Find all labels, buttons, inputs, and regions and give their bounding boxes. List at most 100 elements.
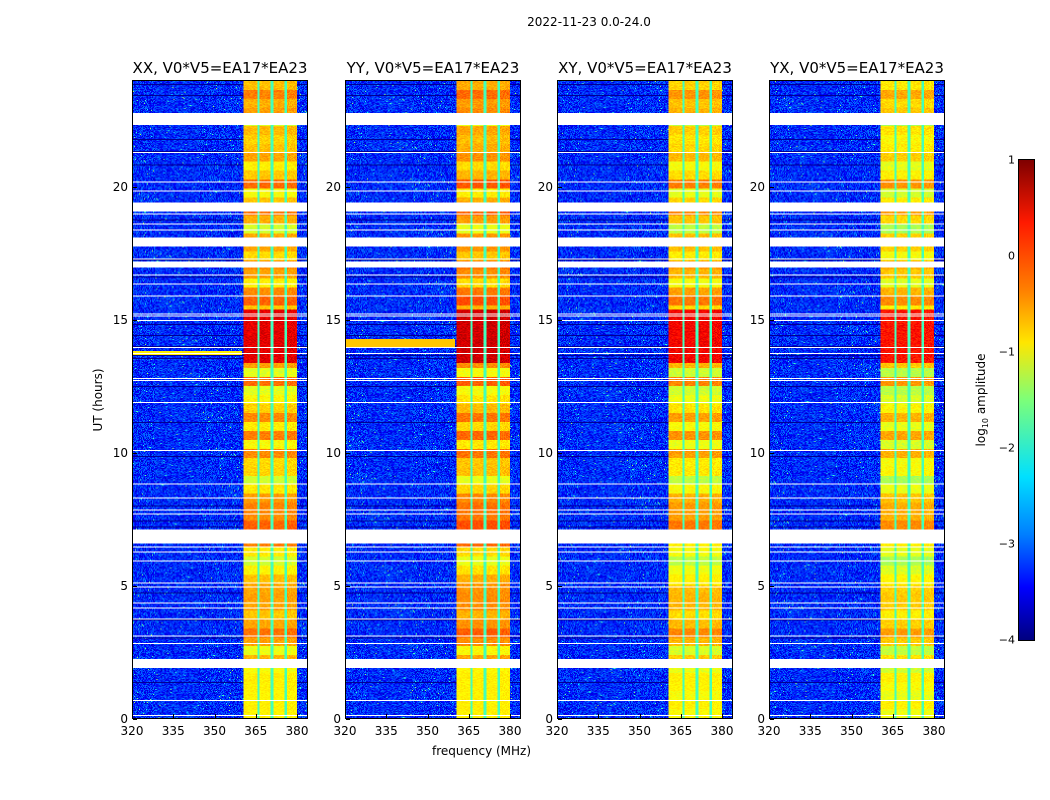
colorbar-tick-label: −2: [998, 441, 1015, 455]
y-axis-label: UT (hours): [91, 368, 105, 432]
y-tick-label: 15: [537, 312, 553, 327]
y-tick-label: 10: [325, 445, 341, 460]
x-tick-mark: [386, 714, 388, 718]
y-tick-mark: [770, 319, 774, 321]
x-tick-mark: [214, 714, 216, 718]
y-tick-label: 20: [537, 179, 553, 194]
x-tick-label: 320: [545, 724, 569, 738]
y-tick-label: 0: [120, 712, 128, 726]
colorbar-tick-label: −1: [998, 345, 1015, 359]
y-tick-label: 15: [112, 312, 128, 327]
y-tick-mark: [558, 719, 562, 720]
x-tick-mark: [639, 714, 641, 718]
y-tick-label: 0: [545, 712, 553, 726]
panel-title: YX, V0*V5=EA17*EA23: [770, 59, 944, 77]
colorbar-label-sub: 10: [981, 417, 991, 429]
y-tick-mark: [346, 319, 350, 321]
y-tick-mark: [770, 719, 774, 720]
colorbar-label-rest: amplitude: [973, 353, 988, 418]
colorbar-tick-label: 1: [1008, 153, 1015, 167]
colorbar-tick-label: −4: [998, 633, 1015, 647]
colorbar-tick-label: 0: [1008, 249, 1015, 263]
x-tick-mark: [255, 714, 257, 718]
y-tick-mark: [770, 452, 774, 454]
x-tick-label: 350: [840, 724, 863, 738]
spectrogram-panel: [557, 80, 733, 719]
y-tick-label: 0: [757, 712, 765, 726]
x-tick-label: 335: [798, 724, 822, 738]
y-tick-label: 15: [325, 312, 341, 327]
x-tick-mark: [427, 714, 429, 718]
spectrogram-heatmap: [133, 81, 307, 718]
y-tick-mark: [133, 186, 137, 188]
x-tick-label: 380: [498, 724, 522, 738]
y-tick-mark: [346, 452, 350, 454]
x-tick-label: 350: [628, 724, 651, 738]
y-tick-mark: [133, 585, 137, 587]
y-tick-mark: [346, 719, 350, 720]
y-tick-label: 10: [112, 445, 128, 460]
x-tick-label: 335: [586, 724, 610, 738]
spectrogram-heatmap: [770, 81, 944, 718]
y-tick-mark: [770, 186, 774, 188]
x-tick-label: 335: [161, 724, 185, 738]
spectrogram-panel: [132, 80, 308, 719]
y-tick-label: 15: [749, 312, 765, 327]
x-tick-label: 380: [285, 724, 309, 738]
x-tick-label: 380: [922, 724, 946, 738]
y-tick-label: 20: [112, 179, 128, 194]
x-axis-label: frequency (MHz): [432, 744, 532, 758]
y-tick-label: 5: [120, 578, 128, 593]
y-tick-label: 5: [333, 578, 341, 593]
x-tick-mark: [297, 714, 298, 718]
y-tick-label: 10: [537, 445, 553, 460]
y-tick-label: 5: [757, 578, 765, 593]
x-tick-mark: [810, 714, 812, 718]
x-tick-mark: [557, 714, 558, 718]
x-tick-mark: [769, 714, 770, 718]
y-tick-label: 0: [333, 712, 341, 726]
spectrogram-panel: [769, 80, 945, 719]
colorbar-label: log10 amplitude: [974, 354, 990, 447]
y-tick-mark: [558, 452, 562, 454]
y-tick-label: 10: [749, 445, 765, 460]
y-tick-mark: [558, 186, 562, 188]
x-tick-label: 320: [333, 724, 357, 738]
x-tick-label: 335: [374, 724, 398, 738]
spectrogram-heatmap: [558, 81, 732, 718]
spectrogram-heatmap: [346, 81, 520, 718]
x-tick-mark: [722, 714, 723, 718]
y-tick-mark: [558, 585, 562, 587]
x-tick-mark: [680, 714, 682, 718]
y-tick-mark: [133, 452, 137, 454]
x-tick-mark: [132, 714, 133, 718]
y-tick-mark: [346, 186, 350, 188]
figure-title: 2022-11-23 0.0-24.0: [527, 15, 651, 29]
y-tick-mark: [133, 319, 137, 321]
x-tick-label: 365: [457, 724, 481, 738]
y-tick-label: 20: [325, 179, 341, 194]
x-tick-mark: [173, 714, 175, 718]
x-tick-mark: [892, 714, 894, 718]
y-tick-label: 5: [545, 578, 553, 593]
x-tick-label: 320: [120, 724, 144, 738]
x-tick-mark: [345, 714, 346, 718]
y-tick-mark: [133, 719, 137, 720]
x-tick-label: 380: [710, 724, 734, 738]
panel-title: XY, V0*V5=EA17*EA23: [558, 59, 732, 77]
y-tick-mark: [770, 585, 774, 587]
x-tick-label: 365: [881, 724, 905, 738]
panel-title: YY, V0*V5=EA17*EA23: [346, 59, 520, 77]
x-tick-label: 320: [757, 724, 781, 738]
x-tick-label: 350: [203, 724, 226, 738]
spectrogram-panel: [345, 80, 521, 719]
x-tick-mark: [598, 714, 600, 718]
colorbar-tick-label: −3: [998, 537, 1015, 551]
colorbar-label-main: log: [973, 428, 988, 447]
x-tick-label: 365: [244, 724, 268, 738]
y-tick-mark: [346, 585, 350, 587]
y-tick-label: 20: [749, 179, 765, 194]
x-tick-mark: [510, 714, 511, 718]
panel-title: XX, V0*V5=EA17*EA23: [132, 59, 308, 77]
x-tick-mark: [934, 714, 935, 718]
